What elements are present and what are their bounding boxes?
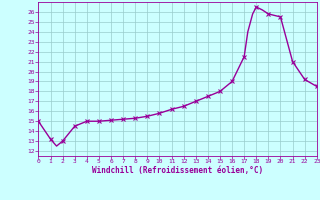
X-axis label: Windchill (Refroidissement éolien,°C): Windchill (Refroidissement éolien,°C) <box>92 166 263 175</box>
